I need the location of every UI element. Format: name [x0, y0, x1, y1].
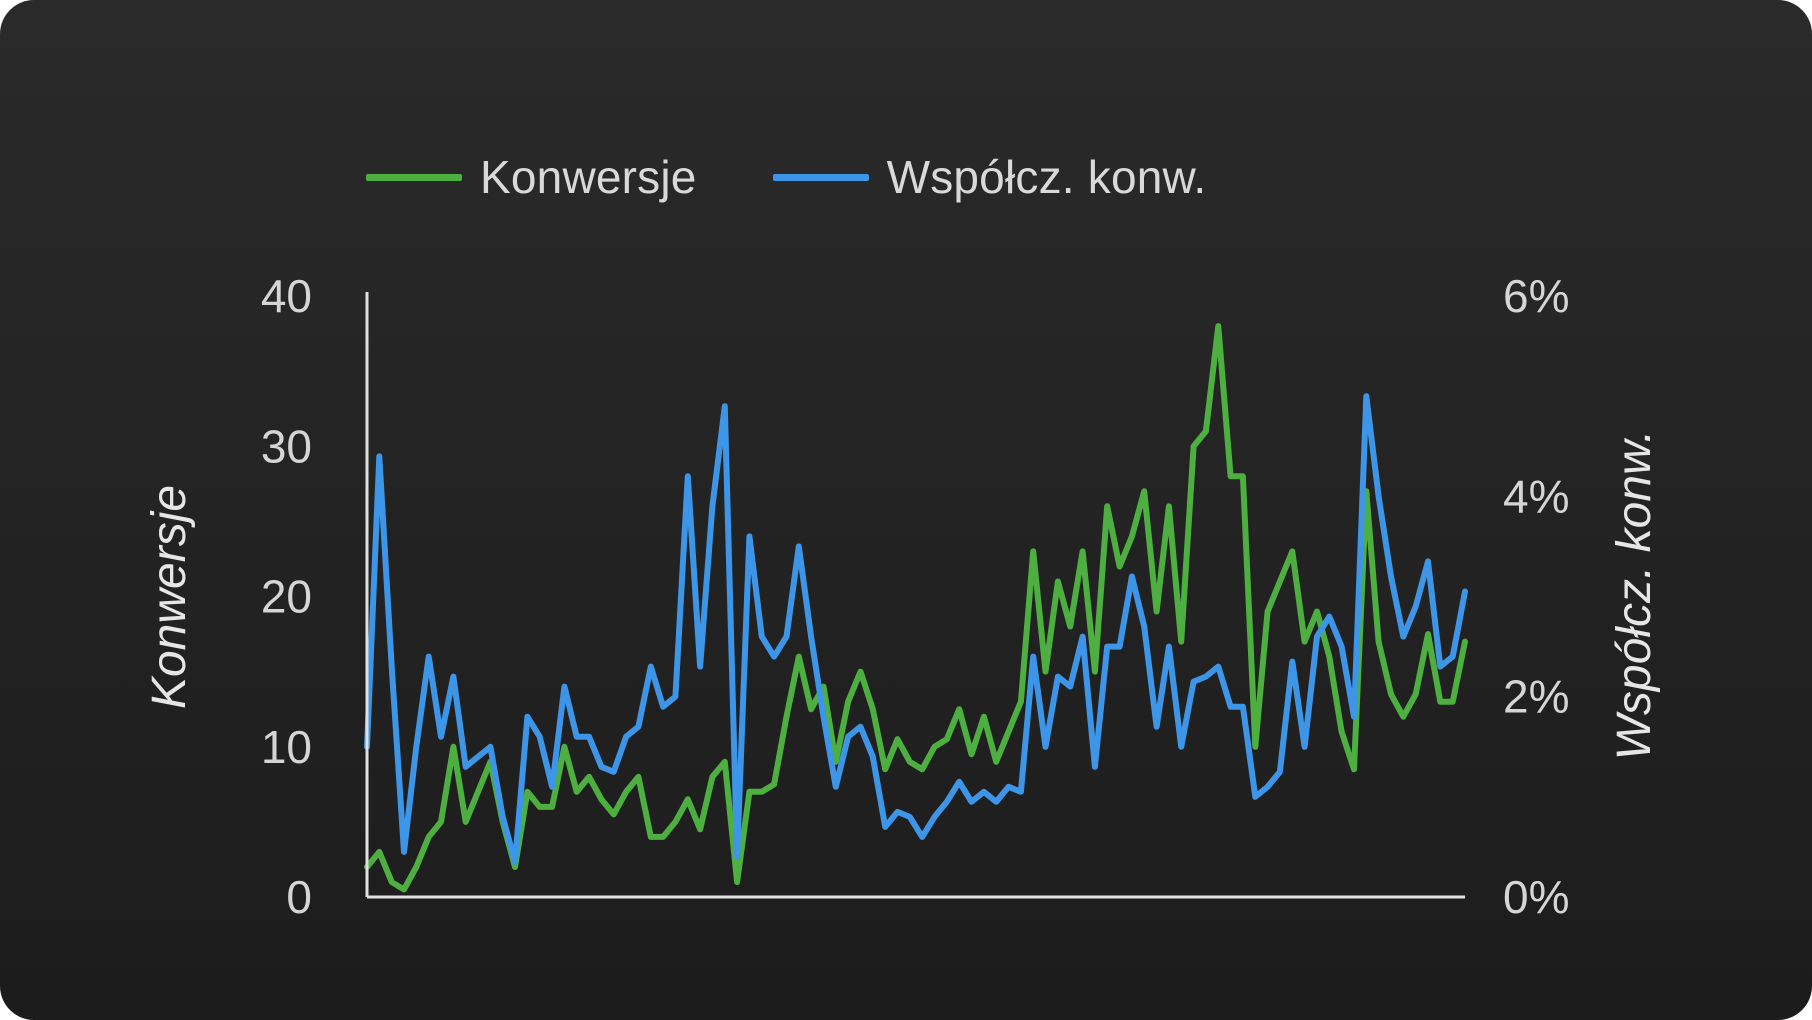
right-axis-ticks: 0% 2% 4% 6% — [1503, 270, 1569, 923]
legend-item-conversions[interactable]: Konwersje — [366, 150, 697, 204]
left-axis-ticks: 0 10 20 30 40 — [261, 270, 312, 923]
series-layer — [364, 323, 1468, 893]
right-tick-label: 4% — [1503, 470, 1569, 522]
series-line-rate — [364, 393, 1468, 865]
legend-swatch-conversions — [366, 173, 462, 181]
left-tick-label: 40 — [261, 270, 312, 322]
right-axis-title: Współcz. konw. — [1608, 430, 1661, 761]
legend-label-conversions: Konwersje — [480, 151, 697, 203]
right-tick-label: 6% — [1503, 270, 1569, 322]
left-tick-label: 0 — [286, 871, 312, 923]
chart-legend: Konwersje Współcz. konw. — [366, 150, 1282, 204]
right-tick-label: 2% — [1503, 671, 1569, 723]
legend-item-rate[interactable]: Współcz. konw. — [772, 150, 1207, 204]
right-tick-label: 0% — [1503, 871, 1569, 923]
series-line-conversions — [364, 323, 1468, 893]
left-tick-label: 20 — [261, 571, 312, 623]
left-axis-title: Konwersje — [143, 485, 196, 709]
left-tick-label: 10 — [261, 721, 312, 773]
legend-swatch-rate — [772, 173, 869, 181]
left-tick-label: 30 — [261, 420, 312, 472]
legend-label-rate: Współcz. konw. — [886, 151, 1207, 203]
